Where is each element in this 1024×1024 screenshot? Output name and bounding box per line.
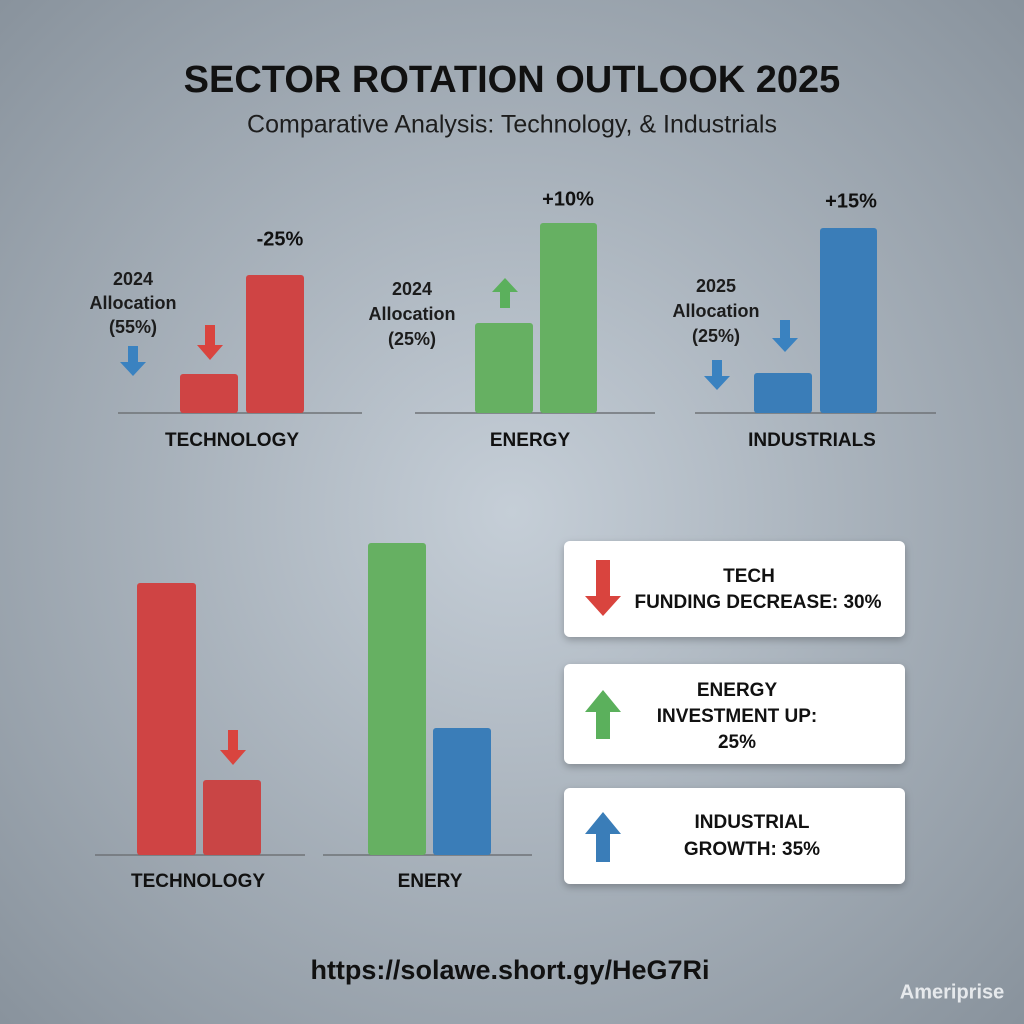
callout-text: INVESTMENT UP: xyxy=(657,706,817,727)
note: 2024 xyxy=(392,279,432,299)
arrow-down xyxy=(220,730,246,765)
callout-text: FUNDING DECREASE: 30% xyxy=(634,592,881,613)
callout-text: INDUSTRIAL xyxy=(694,812,809,833)
note: (25%) xyxy=(388,329,436,349)
note: (55%) xyxy=(109,317,157,337)
note: 2024 xyxy=(113,269,153,289)
change-label: +15% xyxy=(825,190,877,212)
top-panel: +10% 2024 Allocation (25%) ENERGY xyxy=(368,188,655,451)
change-label: -25% xyxy=(257,228,304,250)
callout-text: 25% xyxy=(718,732,756,753)
change-label: +10% xyxy=(542,188,594,210)
bar xyxy=(246,275,304,413)
bar xyxy=(203,780,261,855)
note: Allocation xyxy=(672,301,759,321)
bar xyxy=(368,543,426,855)
callout-text: GROWTH: 35% xyxy=(684,839,820,860)
arrow-up xyxy=(492,278,518,308)
url[interactable]: https://solawe.short.gy/HeG7Ri xyxy=(310,955,709,985)
panel-label: ENERGY xyxy=(490,430,571,451)
note: Allocation xyxy=(368,304,455,324)
callout-box xyxy=(564,664,905,764)
bar xyxy=(180,374,238,413)
callout-text: TECH xyxy=(723,566,775,587)
arrow-down xyxy=(585,560,621,616)
arrow-up xyxy=(585,690,621,739)
bar xyxy=(820,228,877,413)
arrow-down xyxy=(772,320,798,352)
arrow-down xyxy=(197,325,223,360)
callout: ENERGY INVESTMENT UP: 25% xyxy=(564,664,905,764)
callout: INDUSTRIAL GROWTH: 35% xyxy=(564,788,905,884)
arrow-down xyxy=(704,360,730,390)
bar xyxy=(475,323,533,413)
bottom-panel: TECHNOLOGY xyxy=(95,583,305,892)
panel-label: TECHNOLOGY xyxy=(131,871,265,892)
bar xyxy=(137,583,196,855)
panel-label: INDUSTRIALS xyxy=(748,430,876,451)
bar xyxy=(433,728,491,855)
bar xyxy=(754,373,812,413)
callout-box xyxy=(564,788,905,884)
bottom-panel: ENERY xyxy=(323,543,532,892)
watermark: Ameriprise xyxy=(900,981,1005,1003)
subtitle: Comparative Analysis: Technology, & Indu… xyxy=(247,111,777,139)
bar xyxy=(540,223,597,413)
top-panel: -25% 2024 Allocation (55%) TECHNOLOGY xyxy=(89,228,362,451)
callout-text: ENERGY xyxy=(697,680,778,701)
note: 2025 xyxy=(696,276,736,296)
title: SECTOR ROTATION OUTLOOK 2025 xyxy=(184,59,841,101)
note: (25%) xyxy=(692,326,740,346)
arrow-up xyxy=(585,812,621,862)
arrow-down xyxy=(120,346,146,376)
panel-label: ENERY xyxy=(398,871,463,892)
top-panel: +15% 2025 Allocation (25%) INDUSTRIALS xyxy=(672,190,936,451)
callout: TECH FUNDING DECREASE: 30% xyxy=(564,541,905,637)
callout-box xyxy=(564,541,905,637)
panel-label: TECHNOLOGY xyxy=(165,430,299,451)
note: Allocation xyxy=(89,293,176,313)
